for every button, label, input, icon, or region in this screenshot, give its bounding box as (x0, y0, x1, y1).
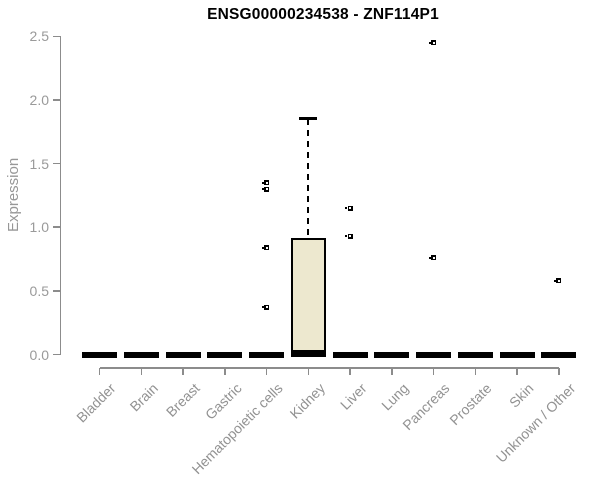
y-tick-mark (52, 99, 60, 101)
median-bar (457, 351, 493, 358)
y-tick-mark (52, 290, 60, 292)
median-bar (207, 351, 243, 358)
x-tick-mark (224, 368, 226, 375)
outlier-point (261, 245, 270, 251)
x-axis-line (99, 367, 559, 369)
median-bar (290, 350, 326, 357)
x-category-label: Skin (505, 380, 537, 411)
y-tick-mark (52, 35, 60, 37)
median-bar (123, 351, 159, 358)
median-bar (416, 351, 452, 358)
median-bar (82, 351, 118, 358)
median-bar (165, 351, 201, 358)
x-tick-mark (349, 368, 351, 375)
x-category-label: Brain (126, 380, 161, 415)
y-tick-label: 2.0 (29, 91, 49, 108)
x-category-label: Unknown / Other (492, 380, 579, 466)
outlier-point (261, 180, 270, 186)
median-bar (374, 351, 410, 358)
x-tick-mark (182, 368, 184, 375)
median-bar (332, 351, 368, 358)
y-tick-label: 1.5 (29, 155, 49, 172)
x-category-label: Breast (162, 380, 203, 420)
median-bar (541, 351, 577, 358)
y-tick-label: 2.5 (29, 28, 49, 45)
box (290, 237, 326, 358)
x-category-label: Liver (336, 380, 370, 413)
median-bar (499, 351, 535, 358)
x-tick-mark (391, 368, 393, 375)
outlier-point (428, 255, 437, 261)
x-tick-mark (98, 368, 101, 375)
y-tick-label: 0.0 (29, 346, 49, 363)
outlier-point (428, 40, 437, 46)
y-tick-mark (52, 226, 60, 228)
outlier-point (261, 304, 270, 310)
y-tick-label: 0.5 (29, 282, 49, 299)
x-category-label: Lung (377, 380, 412, 414)
y-axis-line (59, 36, 61, 355)
x-tick-mark (558, 368, 560, 375)
x-tick-mark (265, 368, 268, 375)
x-tick-mark (140, 368, 143, 375)
x-tick-mark (432, 368, 435, 375)
outlier-point (345, 233, 353, 239)
median-bar (249, 351, 285, 358)
y-tick-mark (52, 353, 60, 356)
x-tick-mark (307, 368, 310, 375)
x-category-label: Kidney (286, 380, 328, 422)
x-category-label: Bladder (73, 380, 119, 426)
outlier-point (261, 186, 270, 192)
x-tick-mark (516, 368, 518, 375)
outlier-point (553, 278, 562, 284)
outlier-point (345, 205, 353, 211)
chart-title: ENSG00000234538 - ZNF114P1 (207, 6, 439, 23)
x-category-label: Prostate (446, 380, 495, 429)
y-tick-mark (52, 162, 60, 165)
x-tick-mark (474, 368, 477, 375)
y-tick-label: 1.0 (29, 219, 49, 236)
whisker-cap (299, 117, 318, 121)
whisker-line (307, 118, 310, 239)
